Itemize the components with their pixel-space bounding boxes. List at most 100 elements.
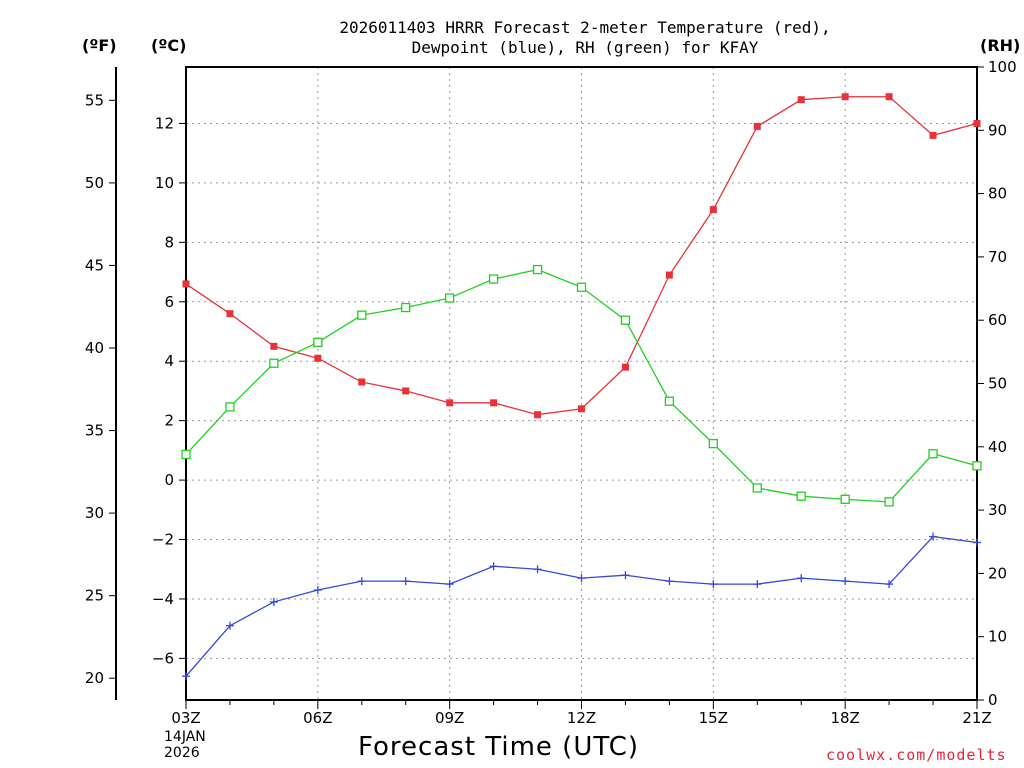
celsius-tick-label: −6: [152, 649, 174, 667]
celsius-unit-label: (ºC): [151, 36, 187, 55]
rh-tick-label: 50: [988, 375, 1007, 393]
celsius-tick-label: 0: [164, 471, 174, 489]
temperature-point: [885, 93, 893, 101]
temperature-point: [490, 399, 498, 407]
fahrenheit-tick-label: 25: [85, 587, 104, 605]
dewpoint-point: [401, 577, 410, 586]
rh-point: [357, 310, 367, 320]
rh-point: [928, 449, 938, 459]
chart-title: 2026011403 HRRR Forecast 2-meter Tempera…: [339, 18, 831, 37]
fahrenheit-tick-label: 55: [85, 91, 104, 109]
temperature-point: [314, 354, 322, 362]
temperature-point: [182, 280, 190, 288]
rh-point: [181, 449, 191, 460]
celsius-tick-label: 6: [164, 293, 174, 311]
fahrenheit-unit-label: (ºF): [82, 36, 117, 55]
celsius-tick-label: 10: [155, 174, 174, 192]
rh-point: [488, 274, 499, 284]
rh-point: [401, 302, 411, 313]
fahrenheit-tick-label: 40: [85, 339, 104, 357]
dewpoint-point: [841, 577, 850, 586]
temperature-point: [841, 93, 849, 101]
axes: 121086420−2−4−65550454035302520100908070…: [85, 58, 1017, 727]
temperature-point: [402, 387, 410, 395]
temperature-point: [709, 206, 717, 214]
dewpoint-point: [665, 577, 674, 586]
rh-tick-label: 60: [988, 311, 1007, 329]
rh-tick-label: 40: [988, 438, 1007, 456]
rh-tick-label: 20: [988, 564, 1007, 582]
year-label: 2026: [164, 745, 200, 761]
temperature-point: [797, 96, 805, 104]
celsius-tick-label: 2: [164, 412, 174, 430]
dewpoint-point: [621, 571, 630, 580]
x-tick-label: 21Z: [962, 709, 991, 727]
rh-point: [620, 315, 631, 325]
dewpoint-point: [929, 532, 938, 541]
rh-point: [445, 293, 455, 303]
fahrenheit-tick-label: 30: [85, 504, 104, 522]
chart-subtitle: Dewpoint (blue), RH (green) for KFAY: [411, 38, 759, 57]
temperature-point: [929, 131, 937, 139]
x-tick-label: 03Z: [171, 709, 200, 727]
date-label: 14JAN: [164, 729, 206, 745]
fahrenheit-tick-label: 20: [85, 669, 104, 687]
celsius-tick-label: 8: [164, 233, 174, 251]
dewpoint-point: [313, 586, 322, 595]
x-tick-label: 12Z: [567, 709, 596, 727]
celsius-tick-label: 12: [155, 114, 174, 132]
rh-tick-label: 80: [988, 185, 1007, 203]
rh-point: [972, 461, 982, 471]
x-axis-title: Forecast Time (UTC): [358, 732, 640, 762]
rh-point: [225, 402, 235, 412]
temperature-point: [534, 411, 542, 419]
dewpoint-point: [225, 621, 234, 630]
rh-point: [884, 497, 894, 507]
rh-point: [752, 483, 762, 493]
fahrenheit-tick-label: 50: [85, 174, 104, 192]
dewpoint-point: [885, 580, 894, 589]
rh-point: [840, 494, 850, 504]
dewpoint-point: [709, 580, 718, 589]
data-series: [181, 93, 982, 681]
x-tick-label: 15Z: [699, 709, 728, 727]
grid-lines: [186, 67, 977, 700]
celsius-tick-label: −2: [152, 531, 174, 549]
fahrenheit-tick-label: 35: [85, 422, 104, 440]
temperature-point: [358, 378, 366, 386]
celsius-tick-label: 4: [164, 352, 174, 370]
dewpoint-point: [577, 574, 586, 583]
credit-label: coolwx.com/modelts: [826, 746, 1007, 764]
rh-point: [576, 282, 587, 292]
rh-point: [313, 337, 323, 348]
dewpoint-point: [533, 565, 542, 574]
dewpoint-point: [489, 562, 498, 571]
rh-point: [664, 396, 675, 406]
x-tick-label: 18Z: [830, 709, 859, 727]
rh-tick-label: 100: [988, 58, 1017, 76]
dewpoint-point: [269, 597, 278, 606]
rh-point: [796, 491, 806, 501]
rh-tick-label: 30: [988, 501, 1007, 519]
temperature-point: [753, 122, 761, 130]
rh-point: [269, 358, 279, 368]
x-tick-label: 09Z: [435, 709, 464, 727]
dewpoint-point: [797, 574, 806, 583]
temperature-point: [578, 405, 585, 413]
rh-tick-label: 90: [988, 121, 1007, 139]
x-tick-label: 06Z: [303, 709, 332, 727]
temperature-point: [226, 310, 234, 318]
temperature-point: [973, 119, 981, 127]
fahrenheit-tick-label: 45: [85, 256, 104, 274]
rh-tick-label: 10: [988, 628, 1007, 646]
dewpoint-point: [182, 672, 190, 681]
dewpoint-point: [753, 580, 762, 589]
celsius-tick-label: −4: [152, 590, 174, 608]
temperature-point: [446, 399, 454, 407]
rh-point: [532, 264, 543, 275]
rh-unit-label: (RH): [980, 36, 1021, 55]
dewpoint-point: [973, 538, 981, 547]
temperature-point: [665, 271, 673, 279]
dewpoint-point: [357, 577, 366, 586]
